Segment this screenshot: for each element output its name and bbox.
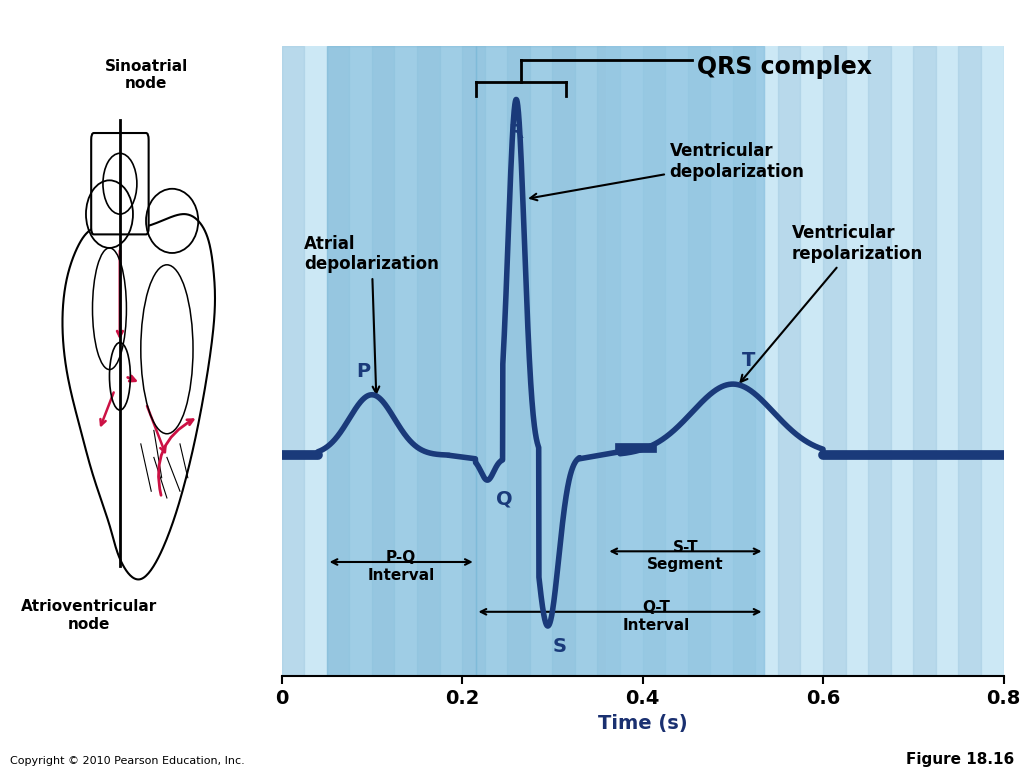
Text: S: S: [552, 637, 566, 656]
Bar: [597, 46, 620, 676]
Bar: [372, 46, 394, 676]
Text: QRS complex: QRS complex: [696, 55, 871, 79]
Bar: [282, 46, 304, 676]
Text: S-T
Segment: S-T Segment: [647, 540, 724, 572]
Text: Q-T
Interval: Q-T Interval: [623, 600, 690, 633]
Text: Atrial
depolarization: Atrial depolarization: [304, 235, 439, 393]
Bar: [868, 46, 891, 676]
Bar: [327, 46, 475, 676]
Text: Atrioventricular
node: Atrioventricular node: [20, 599, 157, 632]
Bar: [643, 46, 666, 676]
Bar: [327, 46, 349, 676]
Text: Q: Q: [497, 489, 513, 508]
Text: T: T: [741, 351, 755, 370]
Bar: [417, 46, 439, 676]
Bar: [958, 46, 981, 676]
Bar: [507, 46, 529, 676]
Bar: [552, 46, 574, 676]
Text: R: R: [509, 123, 523, 142]
Text: Ventricular
repolarization: Ventricular repolarization: [740, 224, 923, 382]
Bar: [733, 46, 756, 676]
X-axis label: Time (s): Time (s): [598, 713, 687, 733]
Bar: [462, 46, 484, 676]
Bar: [688, 46, 711, 676]
Bar: [778, 46, 801, 676]
Bar: [823, 46, 846, 676]
Text: P: P: [355, 362, 370, 380]
Text: Copyright © 2010 Pearson Education, Inc.: Copyright © 2010 Pearson Education, Inc.: [10, 756, 245, 766]
Bar: [606, 46, 764, 676]
FancyBboxPatch shape: [91, 133, 148, 234]
Text: Ventricular
depolarization: Ventricular depolarization: [530, 142, 805, 200]
Text: P-Q
Interval: P-Q Interval: [368, 551, 435, 583]
Text: Sinoatrial
node: Sinoatrial node: [104, 58, 187, 91]
Bar: [475, 46, 764, 676]
Text: Figure 18.16: Figure 18.16: [905, 752, 1014, 767]
Bar: [913, 46, 936, 676]
Bar: [1004, 46, 1024, 676]
